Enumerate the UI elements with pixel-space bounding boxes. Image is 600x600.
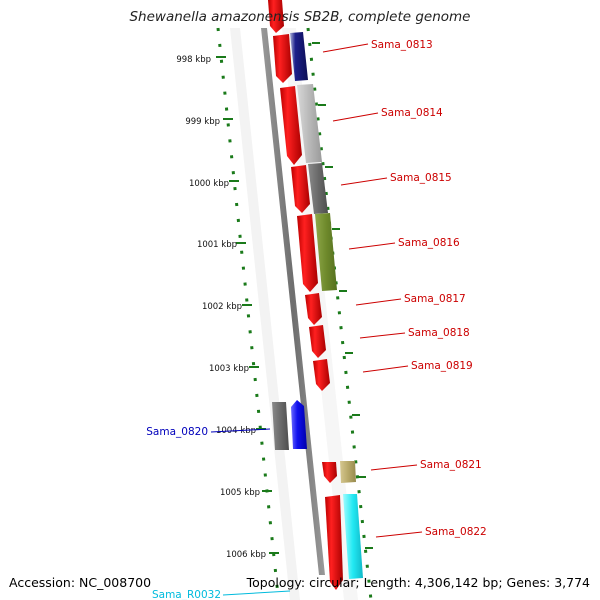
kbp-tick-label: 999 kbp (185, 117, 220, 127)
gene-label[interactable]: Sama_0820 (146, 426, 208, 438)
gene-label[interactable]: Sama_0815 (390, 172, 452, 184)
label-leaders (210, 43, 423, 596)
gene-label[interactable]: Sama_0817 (404, 293, 466, 305)
kbp-tick-label: 1000 kbp (189, 179, 229, 189)
reverse-genes (272, 400, 307, 450)
leader-line (332, 112, 379, 122)
genome-backbone (261, 28, 325, 575)
cds-arrow[interactable] (273, 34, 292, 83)
accession-info: Accession: NC_008700 (9, 575, 152, 590)
cog-bars (290, 32, 363, 579)
cog-bar-sama-0813[interactable] (290, 32, 308, 81)
cds-arrow[interactable] (305, 293, 322, 325)
gene-label[interactable]: Sama_0819 (411, 360, 473, 372)
kbp-track-dotted-right (306, 27, 373, 600)
gene-label[interactable]: Sama_0821 (420, 459, 482, 471)
cds-arrow[interactable] (280, 86, 302, 165)
cds-arrow[interactable] (313, 359, 330, 391)
track-ribbon (230, 28, 300, 600)
cds-arrow[interactable] (268, 0, 284, 33)
leader-line (362, 365, 409, 373)
gene-labels: Sama_0813 Sama_0814 Sama_0815 Sama_0816 … (146, 39, 486, 600)
leader-line (340, 177, 388, 186)
gene-label[interactable]: Sama_0813 (371, 39, 433, 51)
kbp-tick-label: 1005 kbp (220, 488, 260, 498)
gene-label[interactable]: Sama_0814 (381, 107, 443, 119)
leader-line (322, 43, 369, 53)
cds-arrow[interactable] (325, 495, 343, 590)
leader-line (375, 531, 423, 538)
cog-bar-sama-0821[interactable] (340, 461, 356, 483)
gene-label[interactable]: Sama_0822 (425, 526, 487, 538)
kbp-tick-label: 1003 kbp (209, 364, 249, 374)
cog-bar-sama-0816[interactable] (315, 213, 337, 291)
cds-arrow[interactable] (291, 165, 310, 213)
cds-arrow[interactable] (297, 214, 318, 292)
topology-info: Topology: circular; Length: 4,306,142 bp… (246, 575, 590, 590)
map-title: Shewanella amazonensis SB2B, complete ge… (129, 9, 471, 25)
outer-ticks (312, 42, 373, 549)
leader-line (355, 298, 402, 306)
gene-sama-0820-gray[interactable] (272, 402, 289, 450)
cds-arrow[interactable] (322, 462, 337, 483)
cog-bar-sama-0822[interactable] (343, 494, 363, 579)
leader-line (359, 332, 406, 339)
kbp-tick-label: 1002 kbp (202, 302, 242, 312)
kbp-tick-label: 1001 kbp (197, 240, 237, 250)
cds-red-arrows (268, 0, 343, 590)
kbp-tick-label: 1006 kbp (226, 550, 266, 560)
cog-bar-sama-0815[interactable] (308, 163, 328, 214)
leader-line (222, 590, 291, 596)
gene-label[interactable]: Sama_0818 (408, 327, 470, 339)
cds-arrow[interactable] (309, 325, 326, 358)
kbp-tick-label: 998 kbp (176, 55, 211, 65)
cog-bar-sama-0814[interactable] (297, 84, 322, 163)
leader-line (210, 428, 271, 433)
leader-line (370, 464, 418, 471)
leader-line (348, 242, 396, 250)
gene-sama-0820-arrow[interactable] (291, 400, 307, 449)
gene-label[interactable]: Sama_R0032 (152, 589, 221, 600)
gene-label[interactable]: Sama_0816 (398, 237, 460, 249)
